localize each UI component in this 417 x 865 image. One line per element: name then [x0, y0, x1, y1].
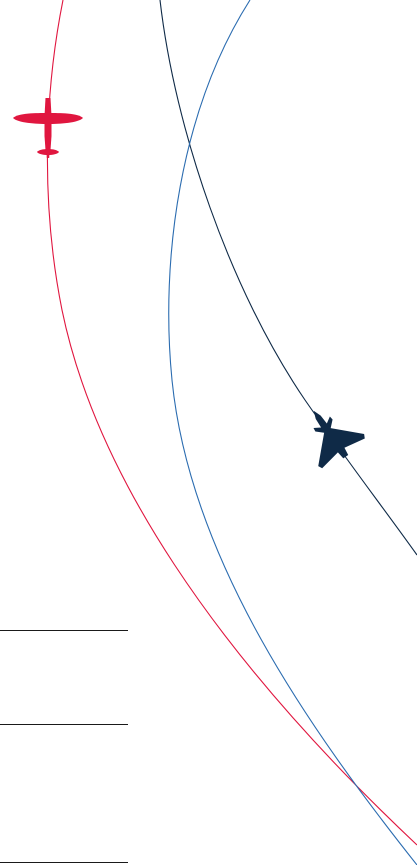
- jet-body: [313, 410, 365, 469]
- divider-line: [0, 724, 128, 725]
- navy-flight-trail: [159, 0, 417, 556]
- divider-line: [0, 630, 128, 631]
- plane-wings: [13, 113, 83, 124]
- spitfire-silhouette-icon: [13, 98, 83, 158]
- plane-spinner: [46, 150, 50, 158]
- delta-wing-jet-silhouette-icon: [313, 410, 365, 469]
- blue-flight-trail: [168, 0, 417, 865]
- divider-line: [0, 862, 128, 863]
- red-flight-trail: [46, 0, 417, 846]
